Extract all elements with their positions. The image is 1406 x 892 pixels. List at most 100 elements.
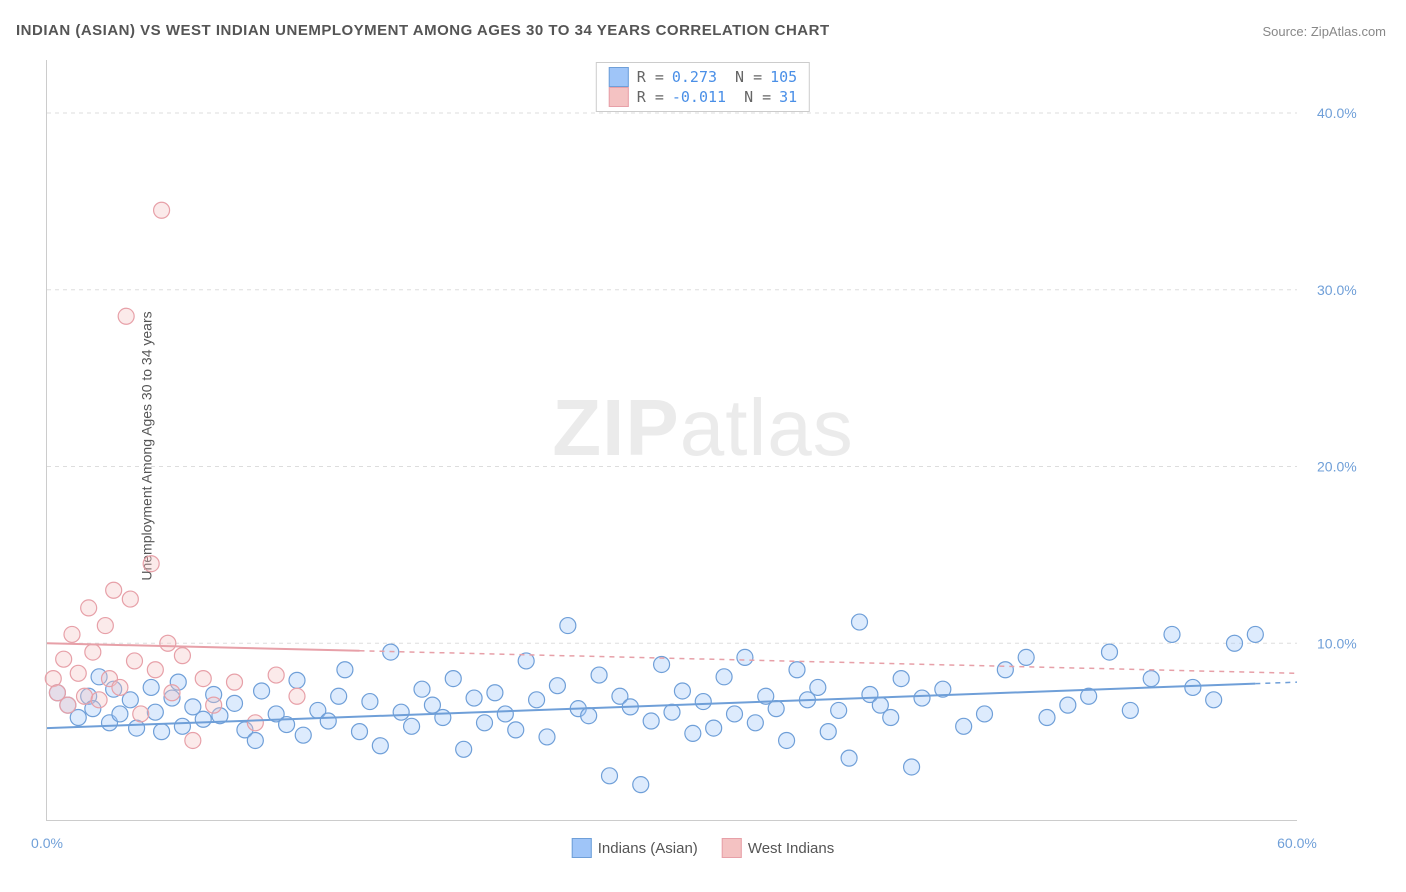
scatter-point <box>195 711 211 727</box>
scatter-point <box>414 681 430 697</box>
scatter-point <box>904 759 920 775</box>
y-tick-label: 30.0% <box>1317 282 1357 298</box>
scatter-point <box>591 667 607 683</box>
scatter-point <box>295 727 311 743</box>
scatter-point <box>174 718 190 734</box>
scatter-point <box>1247 626 1263 642</box>
scatter-point <box>883 709 899 725</box>
scatter-point <box>85 644 101 660</box>
scatter-point <box>685 725 701 741</box>
legend-label: Indians (Asian) <box>598 840 698 857</box>
scatter-point <box>831 702 847 718</box>
scatter-point <box>445 671 461 687</box>
scatter-point <box>56 651 72 667</box>
y-tick-label: 10.0% <box>1317 635 1357 651</box>
scatter-point <box>112 706 128 722</box>
scatter-point <box>268 667 284 683</box>
scatter-point <box>81 600 97 616</box>
scatter-point <box>185 732 201 748</box>
scatter-point <box>1102 644 1118 660</box>
scatter-point <box>143 556 159 572</box>
scatter-point <box>147 704 163 720</box>
scatter-point <box>106 582 122 598</box>
legend-swatch <box>572 838 592 858</box>
scatter-point <box>91 692 107 708</box>
scatter-point <box>1060 697 1076 713</box>
scatter-point <box>706 720 722 736</box>
series-legend: Indians (Asian) West Indians <box>572 838 835 858</box>
scatter-point <box>820 724 836 740</box>
scatter-point <box>893 671 909 687</box>
scatter-point <box>560 618 576 634</box>
scatter-point <box>497 706 513 722</box>
scatter-point <box>581 708 597 724</box>
scatter-point <box>174 648 190 664</box>
scatter-point <box>289 672 305 688</box>
scatter-point <box>664 704 680 720</box>
scatter-point <box>337 662 353 678</box>
scatter-point <box>466 690 482 706</box>
scatter-point <box>154 724 170 740</box>
scatter-point <box>331 688 347 704</box>
source-label: Source: ZipAtlas.com <box>1262 24 1386 39</box>
x-tick-label: 60.0% <box>1277 835 1317 851</box>
scatter-point <box>997 662 1013 678</box>
legend-item: West Indians <box>722 838 834 858</box>
scatter-point <box>508 722 524 738</box>
y-tick-label: 20.0% <box>1317 459 1357 475</box>
scatter-point <box>133 706 149 722</box>
r-label: R = <box>637 68 664 86</box>
legend-row: R = 0.273 N = 105 <box>609 67 797 87</box>
scatter-point <box>674 683 690 699</box>
trend-line-extrapolated <box>360 651 1298 674</box>
scatter-point <box>914 690 930 706</box>
correlation-legend: R = 0.273 N = 105 R = -0.011 N = 31 <box>596 62 810 112</box>
scatter-point <box>143 679 159 695</box>
r-label: R = <box>637 88 664 106</box>
scatter-point <box>45 671 61 687</box>
scatter-point <box>127 653 143 669</box>
scatter-point <box>1227 635 1243 651</box>
scatter-point <box>129 720 145 736</box>
n-value: 31 <box>779 88 797 106</box>
trend-line-extrapolated <box>1255 682 1297 684</box>
scatter-point <box>956 718 972 734</box>
scatter-point <box>97 618 113 634</box>
chart-title: INDIAN (ASIAN) VS WEST INDIAN UNEMPLOYME… <box>16 22 830 39</box>
scatter-point <box>160 635 176 651</box>
scatter-point <box>147 662 163 678</box>
scatter-point <box>362 694 378 710</box>
scatter-point <box>747 715 763 731</box>
scatter-point <box>154 202 170 218</box>
legend-item: Indians (Asian) <box>572 838 698 858</box>
legend-label: West Indians <box>748 840 834 857</box>
x-tick-label: 0.0% <box>31 835 63 851</box>
scatter-point <box>1164 626 1180 642</box>
scatter-point <box>227 674 243 690</box>
scatter-point <box>254 683 270 699</box>
legend-swatch <box>609 67 629 87</box>
scatter-plot: 10.0%20.0%30.0%40.0%0.0%60.0% <box>46 60 1297 821</box>
legend-swatch <box>722 838 742 858</box>
scatter-point <box>1018 649 1034 665</box>
scatter-point <box>1143 671 1159 687</box>
scatter-point <box>549 678 565 694</box>
scatter-point <box>977 706 993 722</box>
scatter-point <box>633 777 649 793</box>
scatter-point <box>70 665 86 681</box>
scatter-point <box>716 669 732 685</box>
scatter-point <box>247 732 263 748</box>
scatter-point <box>789 662 805 678</box>
scatter-point <box>195 671 211 687</box>
n-value: 105 <box>770 68 797 86</box>
scatter-point <box>227 695 243 711</box>
n-label: N = <box>735 68 762 86</box>
scatter-point <box>841 750 857 766</box>
scatter-point <box>1206 692 1222 708</box>
scatter-point <box>1039 709 1055 725</box>
scatter-point <box>404 718 420 734</box>
scatter-point <box>737 649 753 665</box>
scatter-point <box>118 308 134 324</box>
scatter-point <box>372 738 388 754</box>
legend-row: R = -0.011 N = 31 <box>609 87 797 107</box>
